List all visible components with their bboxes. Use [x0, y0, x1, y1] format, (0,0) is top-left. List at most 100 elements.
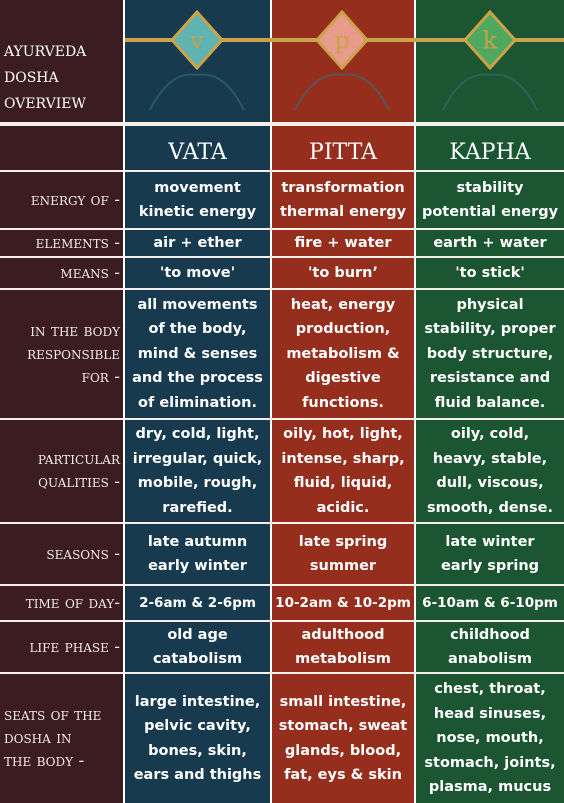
cell: oily, cold, heavy, stable, dull, viscous, s…: [416, 420, 564, 522]
cell-line: oily, hot, light,: [283, 426, 403, 442]
cell-line: childhood: [450, 626, 530, 643]
cell-line: mind & senses: [137, 345, 258, 362]
cell-line: irregular, quick,: [132, 450, 263, 467]
label-line: in the body: [30, 320, 120, 341]
column-name: pitta: [309, 129, 377, 167]
cell-line: rarefied.: [162, 499, 233, 516]
cell: fire + water: [272, 230, 414, 256]
cell: movement kinetic energy: [125, 172, 270, 228]
label-line: seats of the: [4, 705, 102, 725]
cell-line: fire + water: [294, 234, 392, 251]
row-divider: [0, 170, 564, 172]
cell: 'to burn’: [272, 258, 414, 288]
cell-line: metabolism: [295, 651, 391, 667]
cell: 10-2am & 10-2pm: [272, 586, 414, 620]
cell: dry, cold, light, irregular, quick, mobile…: [125, 420, 270, 522]
cell-line: resistance and: [429, 370, 551, 387]
cell-line: plasma, mucus: [428, 779, 552, 796]
cell-line: digestive: [305, 370, 381, 387]
divider: [0, 122, 564, 126]
cell: chest, throat, head sinuses, nose, mouth, s…: [416, 674, 564, 803]
cell-line: transformation: [281, 179, 405, 196]
cell-line: 2-6am & 2-6pm: [139, 594, 256, 611]
cell-line: oily, cold,: [450, 426, 530, 442]
cell-line: early winter: [148, 558, 247, 574]
cell: late spring summer: [272, 524, 414, 584]
cell-line: heavy, stable,: [432, 450, 548, 467]
cell-line: acidic.: [316, 499, 370, 516]
cell-line: late autumn: [147, 533, 248, 550]
cell: stability potential energy: [416, 172, 564, 228]
cell-line: early spring: [440, 558, 540, 574]
cell-line: dull, viscous,: [436, 475, 544, 491]
cell: all movements of the body, mind & senses an…: [125, 290, 270, 418]
label-line: energy of -: [30, 189, 120, 210]
cell-line: thermal energy: [279, 204, 407, 220]
cell-line: anabolism: [448, 651, 532, 667]
cell-line: heat, energy: [290, 296, 396, 313]
cell-line: kinetic energy: [138, 204, 257, 220]
cell: 'to move': [125, 258, 270, 288]
label-column: [0, 0, 123, 803]
cell-line: ears and thighs: [133, 767, 262, 783]
cell-line: smooth, dense.: [427, 499, 553, 516]
cell-line: catabolism: [152, 651, 243, 667]
cell-line: and the process: [132, 370, 263, 387]
cell-line: fluid balance.: [434, 394, 546, 411]
cell-line: functions.: [302, 394, 384, 411]
cell-line: dry, cold, light,: [135, 426, 260, 442]
cell-line: chest, throat,: [434, 681, 546, 698]
cell: 6-10am & 6-10pm: [416, 586, 564, 620]
cell-line: fluid, liquid,: [293, 475, 393, 491]
row-label: means -: [0, 258, 120, 288]
title-line: ayurveda: [4, 37, 87, 61]
cell: late autumn early winter: [125, 524, 270, 584]
cell-line: of the body,: [148, 321, 247, 338]
cell-line: 6-10am & 6-10pm: [422, 594, 558, 611]
cell-line: stability, proper: [424, 321, 556, 338]
kapha-column: [416, 0, 564, 803]
cell: small intestine, stomach, sweat glands, bl…: [272, 674, 414, 803]
emblem-letter: p: [334, 27, 349, 55]
cell-line: pelvic cavity,: [144, 718, 251, 734]
cell-line: late winter: [445, 533, 535, 550]
label-line: qualities -: [38, 472, 120, 492]
cell-line: earth + water: [433, 234, 547, 251]
cell: oily, hot, light, intense, sharp, fluid, l…: [272, 420, 414, 522]
row-label: life phase -: [0, 622, 120, 672]
cell: physical stability, proper body structure,…: [416, 290, 564, 418]
row-divider: [0, 418, 564, 420]
cell-line: bones, skin,: [148, 742, 247, 759]
cell-line: intense, sharp,: [281, 450, 405, 467]
column-name: vata: [168, 129, 227, 167]
row-label: seasons -: [0, 524, 120, 584]
cell-line: 'to stick': [455, 264, 525, 281]
cell-line: movement: [154, 179, 241, 196]
cell-line: physical: [456, 296, 524, 313]
cell-line: glands, blood,: [284, 742, 402, 759]
row-divider: [0, 228, 564, 230]
row-divider: [0, 584, 564, 586]
cell: earth + water: [416, 230, 564, 256]
cell-line: stomach, joints,: [424, 754, 556, 771]
cell-line: head sinuses,: [433, 705, 547, 722]
row-divider: [0, 522, 564, 524]
title-line: dosha: [4, 63, 59, 87]
cell-line: air + ether: [153, 234, 242, 251]
cell-line: stability: [456, 179, 524, 196]
cell-line: body structure,: [426, 345, 554, 362]
label-line: time of day-: [25, 592, 120, 613]
cell-line: 10-2am & 10-2pm: [275, 594, 411, 611]
row-divider: [0, 672, 564, 674]
cell: heat, energy production, metabolism & diges…: [272, 290, 414, 418]
cell-line: adulthood: [301, 626, 385, 643]
label-line: seasons -: [46, 543, 120, 564]
cell-line: 'to burn’: [307, 264, 379, 281]
row-label: particular qualities -: [0, 420, 120, 522]
row-divider: [0, 620, 564, 622]
cell: 'to stick': [416, 258, 564, 288]
cell-line: mobile, rough,: [137, 475, 258, 491]
row-divider: [0, 288, 564, 290]
cell: transformation thermal energy: [272, 172, 414, 228]
